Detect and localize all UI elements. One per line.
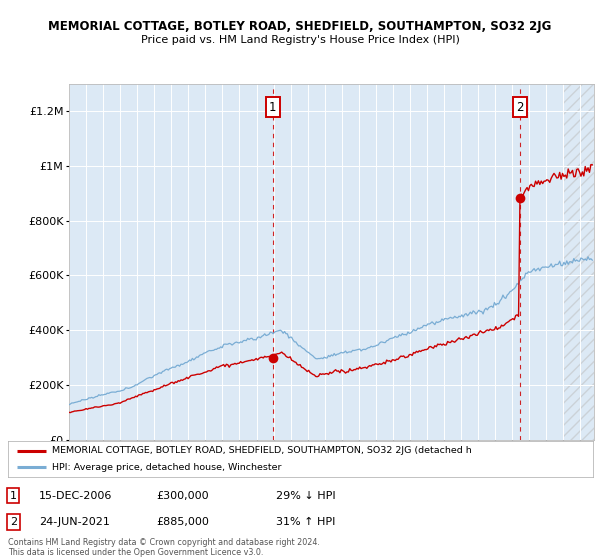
Text: 2: 2: [10, 517, 17, 527]
Text: 1: 1: [269, 101, 277, 114]
Text: 2: 2: [517, 101, 524, 114]
Text: Price paid vs. HM Land Registry's House Price Index (HPI): Price paid vs. HM Land Registry's House …: [140, 35, 460, 45]
Text: HPI: Average price, detached house, Winchester: HPI: Average price, detached house, Winc…: [52, 463, 281, 472]
Text: Contains HM Land Registry data © Crown copyright and database right 2024.
This d: Contains HM Land Registry data © Crown c…: [8, 538, 320, 557]
Text: 1: 1: [10, 491, 17, 501]
Text: £885,000: £885,000: [156, 517, 209, 527]
Text: 31% ↑ HPI: 31% ↑ HPI: [276, 517, 335, 527]
Text: MEMORIAL COTTAGE, BOTLEY ROAD, SHEDFIELD, SOUTHAMPTON, SO32 2JG (detached h: MEMORIAL COTTAGE, BOTLEY ROAD, SHEDFIELD…: [52, 446, 472, 455]
Text: 29% ↓ HPI: 29% ↓ HPI: [276, 491, 335, 501]
Text: £300,000: £300,000: [156, 491, 209, 501]
Text: 15-DEC-2006: 15-DEC-2006: [39, 491, 112, 501]
Text: 24-JUN-2021: 24-JUN-2021: [39, 517, 110, 527]
Text: MEMORIAL COTTAGE, BOTLEY ROAD, SHEDFIELD, SOUTHAMPTON, SO32 2JG: MEMORIAL COTTAGE, BOTLEY ROAD, SHEDFIELD…: [49, 20, 551, 32]
